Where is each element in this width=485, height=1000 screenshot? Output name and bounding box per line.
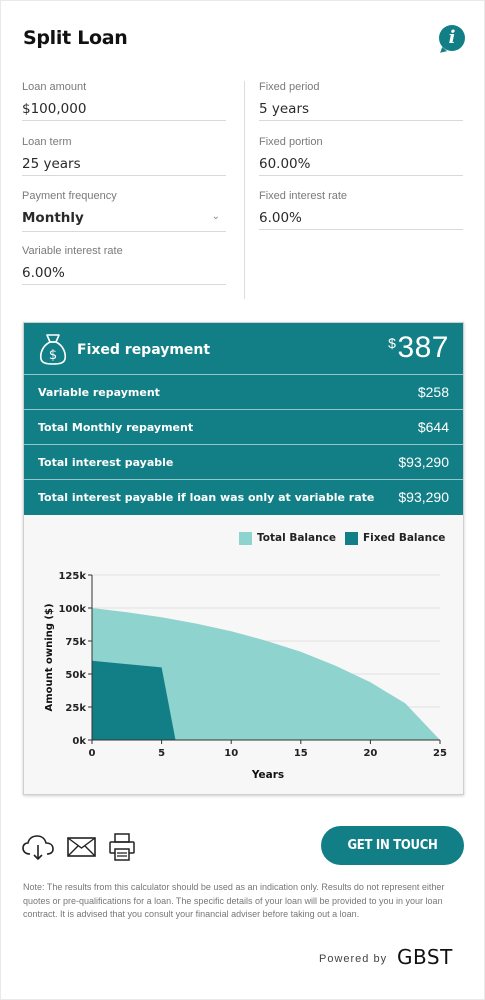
variable-repayment-value: $258 xyxy=(417,384,449,400)
total-monthly-label: Total Monthly repayment xyxy=(38,421,194,434)
y-axis-label: Amount owning ($) xyxy=(44,603,55,711)
result-row: Total interest payable $93,290 xyxy=(24,445,463,480)
x-tick-label: 10 xyxy=(224,748,238,759)
payment-frequency-value[interactable]: Monthly xyxy=(22,210,84,226)
legend-label-total: Total Balance xyxy=(257,532,336,544)
variable-only-interest-value: $93,290 xyxy=(398,489,449,505)
x-tick-label: 15 xyxy=(294,748,308,759)
svg-text:$: $ xyxy=(49,348,57,363)
printer-icon[interactable] xyxy=(109,833,135,861)
fixed-period-field[interactable]: Fixed period 5 years xyxy=(259,81,463,121)
loan-amount-field[interactable]: Loan amount $100,000 xyxy=(22,81,226,121)
powered-by-label: Powered by xyxy=(319,953,388,965)
fixed-portion-value[interactable]: 60.00% xyxy=(259,156,311,172)
fixed-rate-field[interactable]: Fixed interest rate 6.00% xyxy=(259,190,463,230)
page-title: Split Loan xyxy=(23,27,128,49)
fixed-repayment-label: Fixed repayment xyxy=(77,342,211,358)
column-divider xyxy=(244,81,245,299)
chevron-down-icon[interactable]: ⌄ xyxy=(211,211,220,222)
envelope-icon[interactable] xyxy=(67,837,96,857)
variable-rate-label: Variable interest rate xyxy=(22,245,123,257)
variable-rate-value[interactable]: 6.00% xyxy=(22,265,65,281)
loan-term-field[interactable]: Loan term 25 years xyxy=(22,136,226,176)
total-monthly-value: $644 xyxy=(417,419,449,435)
x-tick-label: 0 xyxy=(89,748,96,759)
fixed-repayment-value: 387 xyxy=(397,331,449,364)
fixed-repayment-row: $ Fixed repayment $387 xyxy=(24,323,463,375)
get-in-touch-button[interactable]: GET IN TOUCH xyxy=(321,826,464,865)
variable-repayment-label: Variable repayment xyxy=(38,386,160,399)
x-tick-label: 20 xyxy=(363,748,377,759)
info-icon[interactable]: i xyxy=(439,25,465,51)
loan-term-value[interactable]: 25 years xyxy=(22,156,81,172)
payment-frequency-label: Payment frequency xyxy=(22,190,117,202)
legend-swatch-total xyxy=(239,532,252,545)
balance-chart: 0k 25k 50k 75k 100k 125k 0 5 10 15 20 25 Years Amount… xyxy=(44,571,447,781)
fixed-period-label: Fixed period xyxy=(259,81,320,93)
result-row: Variable repayment $258 xyxy=(24,375,463,410)
payment-frequency-select[interactable]: Payment frequency Monthly ⌄ xyxy=(22,190,226,232)
fixed-balance-area xyxy=(92,660,176,740)
results-summary: $ Fixed repayment $387 Variable repaymen… xyxy=(24,323,463,515)
total-interest-label: Total interest payable xyxy=(38,456,174,469)
loan-term-label: Loan term xyxy=(22,136,72,148)
total-interest-value: $93,290 xyxy=(398,454,449,470)
y-tick-label: 100k xyxy=(58,604,86,615)
x-axis-label: Years xyxy=(251,769,284,781)
fixed-rate-label: Fixed interest rate xyxy=(259,190,348,202)
fixed-portion-field[interactable]: Fixed portion 60.00% xyxy=(259,136,463,176)
fixed-portion-label: Fixed portion xyxy=(259,136,323,148)
fixed-period-value[interactable]: 5 years xyxy=(259,101,310,117)
y-tick-label: 0k xyxy=(72,736,86,747)
result-row: Total interest payable if loan was only … xyxy=(24,480,463,515)
x-tick-label: 25 xyxy=(433,748,447,759)
cloud-download-icon[interactable] xyxy=(22,833,54,861)
results-card: $ Fixed repayment $387 Variable repaymen… xyxy=(23,322,464,795)
legend-label-fixed: Fixed Balance xyxy=(363,532,446,544)
disclaimer-note: Note: The results from this calculator s… xyxy=(23,882,445,919)
result-row: Total Monthly repayment $644 xyxy=(24,410,463,445)
currency-symbol: $ xyxy=(388,335,397,351)
loan-amount-value[interactable]: $100,000 xyxy=(22,101,87,117)
variable-only-interest-label: Total interest payable if loan was only … xyxy=(38,491,375,504)
y-tick-label: 25k xyxy=(65,703,86,714)
y-tick-label: 75k xyxy=(65,637,86,648)
total-balance-area xyxy=(92,608,440,740)
fixed-rate-value[interactable]: 6.00% xyxy=(259,210,302,226)
loan-amount-label: Loan amount xyxy=(22,81,87,93)
fixed-repayment-amount: $387 xyxy=(388,331,449,365)
y-tick-label: 125k xyxy=(58,571,86,582)
money-bag-icon: $ xyxy=(39,334,67,365)
variable-rate-field[interactable]: Variable interest rate 6.00% xyxy=(22,245,226,285)
y-tick-label: 50k xyxy=(65,670,86,681)
x-tick-label: 5 xyxy=(158,748,165,759)
gbst-logo[interactable]: GBST xyxy=(397,945,453,969)
legend-swatch-fixed xyxy=(345,532,358,545)
